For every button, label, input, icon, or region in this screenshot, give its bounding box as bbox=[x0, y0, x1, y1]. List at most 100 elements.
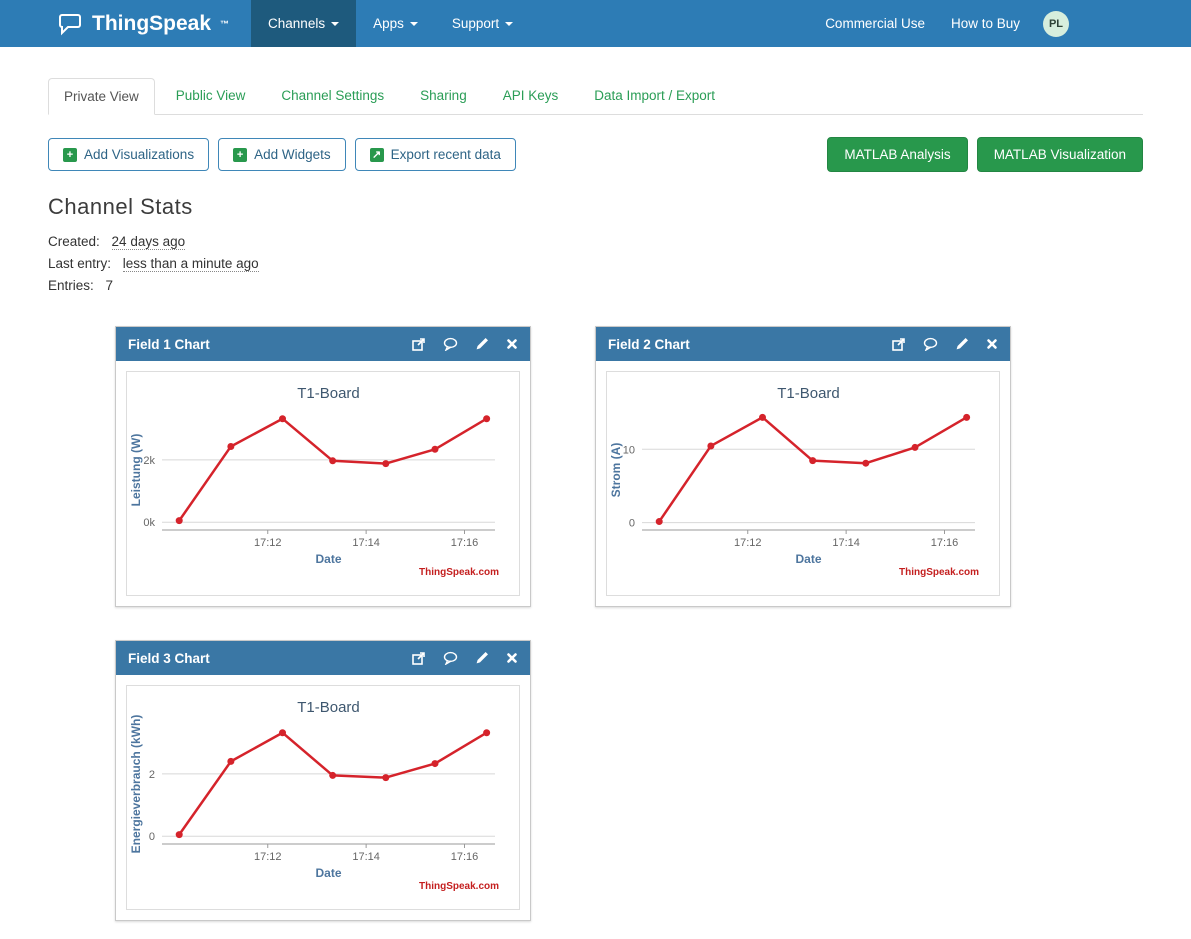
panel-body: 0 10 17:12 17:14 17:16 T1-Board Strom (A) Date T… bbox=[596, 361, 1010, 606]
speech-bubble-icon bbox=[59, 13, 81, 35]
plus-square-icon: + bbox=[233, 147, 248, 162]
caret-down-icon bbox=[331, 21, 340, 26]
stat-entries: Entries: 7 bbox=[48, 278, 114, 293]
svg-text:T1-Board: T1-Board bbox=[297, 699, 360, 716]
caret-down-icon bbox=[409, 21, 418, 26]
matlab-analysis-button[interactable]: MATLAB Analysis bbox=[827, 137, 968, 172]
svg-text:Energieverbrauch (kWh): Energieverbrauch (kWh) bbox=[129, 715, 143, 854]
nav-item-commercial-use[interactable]: Commercial Use bbox=[825, 16, 925, 31]
panel-header: Field 3 Chart bbox=[116, 641, 530, 675]
comment-icon[interactable] bbox=[923, 337, 938, 351]
nav-item-apps[interactable]: Apps bbox=[356, 0, 435, 47]
nav-item-support[interactable]: Support bbox=[435, 0, 530, 47]
svg-text:10: 10 bbox=[623, 444, 635, 456]
channel-tabs: Private View Public View Channel Setting… bbox=[48, 78, 1143, 115]
svg-text:17:14: 17:14 bbox=[352, 851, 380, 863]
svg-text:17:12: 17:12 bbox=[734, 537, 762, 549]
svg-text:17:12: 17:12 bbox=[254, 851, 282, 863]
panel-header: Field 1 Chart bbox=[116, 327, 530, 361]
page-title: Channel Stats bbox=[48, 194, 193, 219]
field-3-chart-panel: Field 3 Chart 0 2 17:12 17:14 17:16 T1-Board E… bbox=[115, 640, 531, 921]
stat-created: Created: 24 days ago bbox=[48, 234, 186, 250]
tab-public-view[interactable]: Public View bbox=[175, 88, 246, 103]
caret-down-icon bbox=[505, 21, 514, 26]
field-1-chart-canvas: 0k 2k 17:12 17:14 17:16 T1-Board Leistung (W) D… bbox=[129, 385, 499, 578]
svg-text:0k: 0k bbox=[143, 517, 155, 529]
chart-frame: 0 10 17:12 17:14 17:16 T1-Board Strom (A) Date T… bbox=[606, 371, 1000, 596]
edit-icon[interactable] bbox=[955, 337, 969, 351]
comment-icon[interactable] bbox=[443, 337, 458, 351]
svg-text:17:16: 17:16 bbox=[931, 537, 959, 549]
comment-icon[interactable] bbox=[443, 651, 458, 665]
svg-text:0: 0 bbox=[149, 831, 155, 843]
svg-text:17:14: 17:14 bbox=[832, 537, 860, 549]
brand-text: ThingSpeak bbox=[92, 11, 212, 35]
add-widgets-button[interactable]: + Add Widgets bbox=[218, 138, 346, 171]
field-2-chart-panel: Field 2 Chart 0 10 17:12 17:14 17:16 T1-Board… bbox=[595, 326, 1011, 607]
channel-stats-section: Channel Stats Created: 24 days ago Last … bbox=[48, 194, 1143, 293]
export-recent-data-button[interactable]: ↗ Export recent data bbox=[354, 138, 516, 171]
svg-text:17:16: 17:16 bbox=[451, 851, 479, 863]
svg-text:Date: Date bbox=[795, 552, 821, 566]
tab-private-view[interactable]: Private View bbox=[48, 78, 155, 115]
open-external-icon[interactable] bbox=[412, 337, 426, 351]
panel-title: Field 2 Chart bbox=[608, 336, 690, 352]
tab-api-keys[interactable]: API Keys bbox=[502, 88, 559, 103]
svg-text:17:12: 17:12 bbox=[254, 537, 282, 549]
panel-header: Field 2 Chart bbox=[596, 327, 1010, 361]
thingspeak-logo[interactable]: ThingSpeak ™ bbox=[58, 0, 229, 47]
panel-icon-group bbox=[892, 337, 998, 351]
trademark: ™ bbox=[220, 18, 230, 29]
toolbar: + Add Visualizations + Add Widgets ↗ Exp… bbox=[48, 137, 1143, 172]
svg-text:0: 0 bbox=[629, 518, 635, 530]
close-icon[interactable] bbox=[506, 652, 518, 664]
open-external-icon[interactable] bbox=[412, 651, 426, 665]
panel-title: Field 3 Chart bbox=[128, 650, 210, 666]
matlab-visualization-button[interactable]: MATLAB Visualization bbox=[976, 137, 1143, 172]
svg-text:Date: Date bbox=[315, 552, 341, 566]
user-avatar[interactable]: PL bbox=[1043, 10, 1069, 37]
charts-grid: Field 1 Chart 0k 2k 17:12 17:14 17:16 T1-Boar… bbox=[115, 326, 1191, 921]
panel-icon-group bbox=[412, 651, 518, 665]
entries-value: 7 bbox=[105, 278, 114, 293]
chart-frame: 0k 2k 17:12 17:14 17:16 T1-Board Leistung (W) D… bbox=[126, 371, 520, 596]
close-icon[interactable] bbox=[506, 338, 518, 350]
nav-item-how-to-buy[interactable]: How to Buy bbox=[950, 16, 1020, 31]
nav-item-channels[interactable]: Channels bbox=[251, 0, 357, 47]
add-visualizations-button[interactable]: + Add Visualizations bbox=[48, 138, 210, 171]
chart-frame: 0 2 17:12 17:14 17:16 T1-Board Energieverbrauc… bbox=[126, 685, 520, 910]
svg-text:T1-Board: T1-Board bbox=[297, 385, 360, 402]
tab-channel-settings[interactable]: Channel Settings bbox=[281, 88, 385, 103]
svg-text:2k: 2k bbox=[143, 455, 155, 467]
field-1-chart-panel: Field 1 Chart 0k 2k 17:12 17:14 17:16 T1-Boar… bbox=[115, 326, 531, 607]
created-value: 24 days ago bbox=[111, 234, 186, 250]
toolbar-right: MATLAB Analysis MATLAB Visualization bbox=[818, 137, 1143, 172]
close-icon[interactable] bbox=[986, 338, 998, 350]
svg-text:Date: Date bbox=[315, 866, 341, 880]
panel-body: 0k 2k 17:12 17:14 17:16 T1-Board Leistung (W) D… bbox=[116, 361, 530, 606]
navbar-right: Commercial Use How to Buy PL bbox=[812, 0, 1191, 47]
panel-body: 0 2 17:12 17:14 17:16 T1-Board Energieverbrauc… bbox=[116, 675, 530, 920]
stat-last-entry: Last entry: less than a minute ago bbox=[48, 256, 259, 272]
top-navbar: ThingSpeak ™ Channels Apps Support Commer… bbox=[0, 0, 1191, 47]
edit-icon[interactable] bbox=[475, 651, 489, 665]
svg-text:Leistung (W): Leistung (W) bbox=[129, 434, 143, 507]
edit-icon[interactable] bbox=[475, 337, 489, 351]
tab-sharing[interactable]: Sharing bbox=[420, 88, 467, 103]
field-3-chart-canvas: 0 2 17:12 17:14 17:16 T1-Board Energieverbrauc… bbox=[129, 699, 499, 892]
svg-text:ThingSpeak.com: ThingSpeak.com bbox=[419, 567, 499, 578]
panel-icon-group bbox=[412, 337, 518, 351]
panel-title: Field 1 Chart bbox=[128, 336, 210, 352]
svg-text:ThingSpeak.com: ThingSpeak.com bbox=[899, 567, 979, 578]
export-square-icon: ↗ bbox=[369, 147, 384, 162]
svg-text:ThingSpeak.com: ThingSpeak.com bbox=[419, 881, 499, 892]
svg-text:17:14: 17:14 bbox=[352, 537, 380, 549]
open-external-icon[interactable] bbox=[892, 337, 906, 351]
plus-square-icon: + bbox=[63, 147, 77, 162]
svg-text:2: 2 bbox=[149, 769, 155, 781]
svg-text:Strom (A): Strom (A) bbox=[609, 443, 623, 498]
tab-data-import-export[interactable]: Data Import / Export bbox=[594, 88, 716, 103]
svg-text:17:16: 17:16 bbox=[451, 537, 479, 549]
last-entry-value: less than a minute ago bbox=[122, 256, 259, 272]
svg-text:T1-Board: T1-Board bbox=[777, 385, 840, 402]
